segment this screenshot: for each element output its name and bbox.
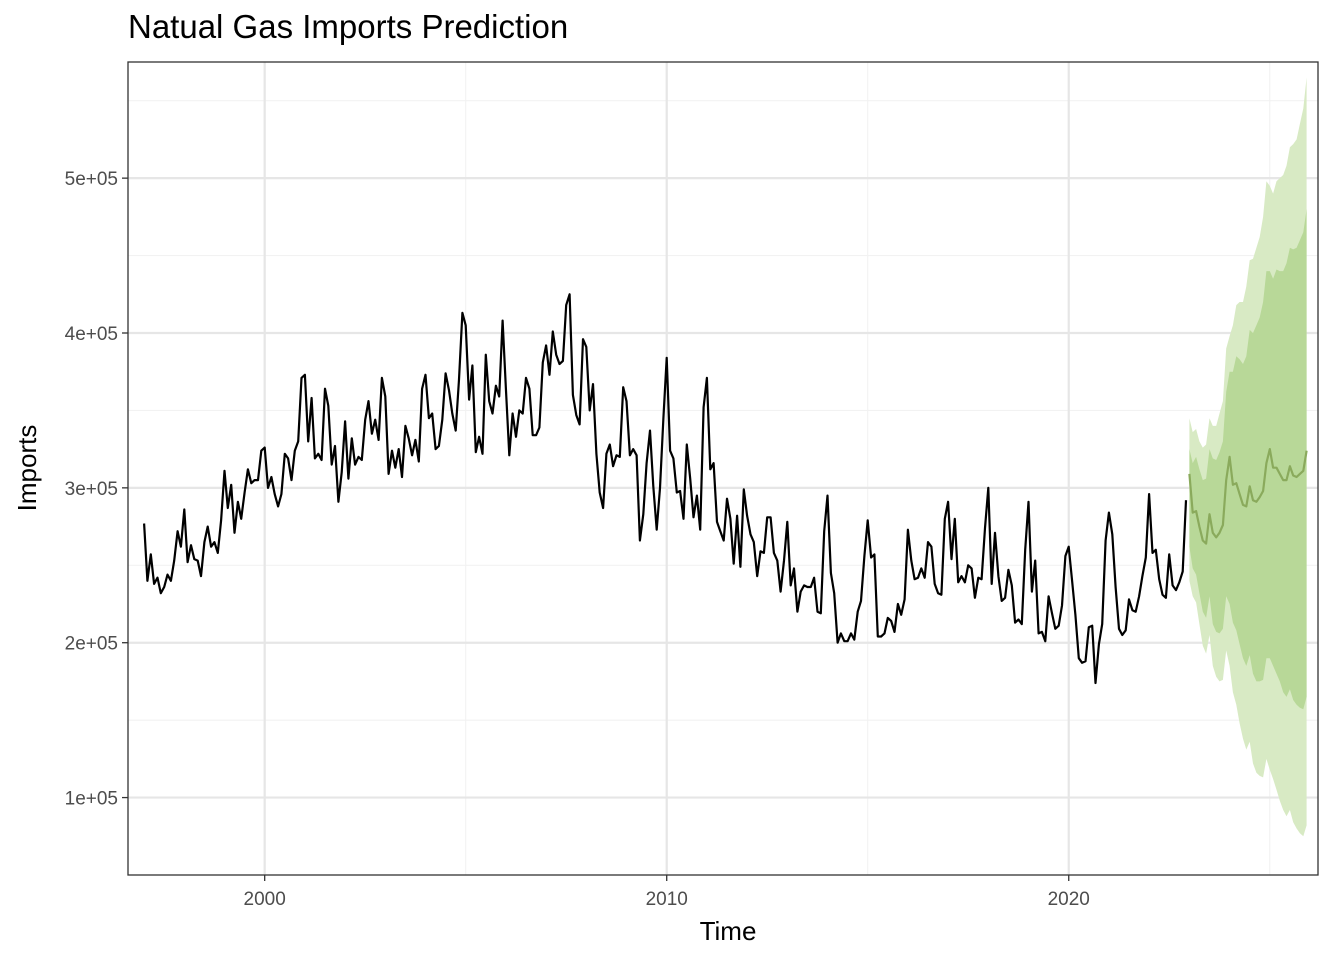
y-axis: 1e+05 2e+05 3e+05 4e+05 5e+05: [65, 169, 128, 810]
y-tick-label: 2e+05: [65, 634, 118, 655]
y-tick-label: 1e+05: [65, 789, 118, 810]
y-tick-label: 5e+05: [65, 169, 118, 190]
forecast-mean-line: [1188, 448, 1308, 545]
x-tick-label: 2020: [1048, 889, 1090, 910]
prediction-interval-80: [1189, 209, 1307, 710]
actual-imports-line: [143, 293, 1188, 685]
x-tick-label: 2010: [646, 889, 688, 910]
prediction-intervals: [1189, 77, 1307, 837]
chart-title: Natual Gas Imports Prediction: [128, 8, 569, 45]
plot-border: [127, 61, 1319, 876]
x-tick-label: 2000: [244, 889, 286, 910]
series-lines: [143, 293, 1308, 685]
plot-panel: [128, 62, 1318, 875]
major-gridlines: [128, 62, 1318, 875]
y-tick-label: 4e+05: [65, 324, 118, 345]
y-tick-label: 3e+05: [65, 479, 118, 500]
y-axis-title: Imports: [12, 425, 42, 512]
x-axis-title: Time: [700, 916, 757, 946]
x-axis: 2000 2010 2020: [244, 875, 1090, 910]
